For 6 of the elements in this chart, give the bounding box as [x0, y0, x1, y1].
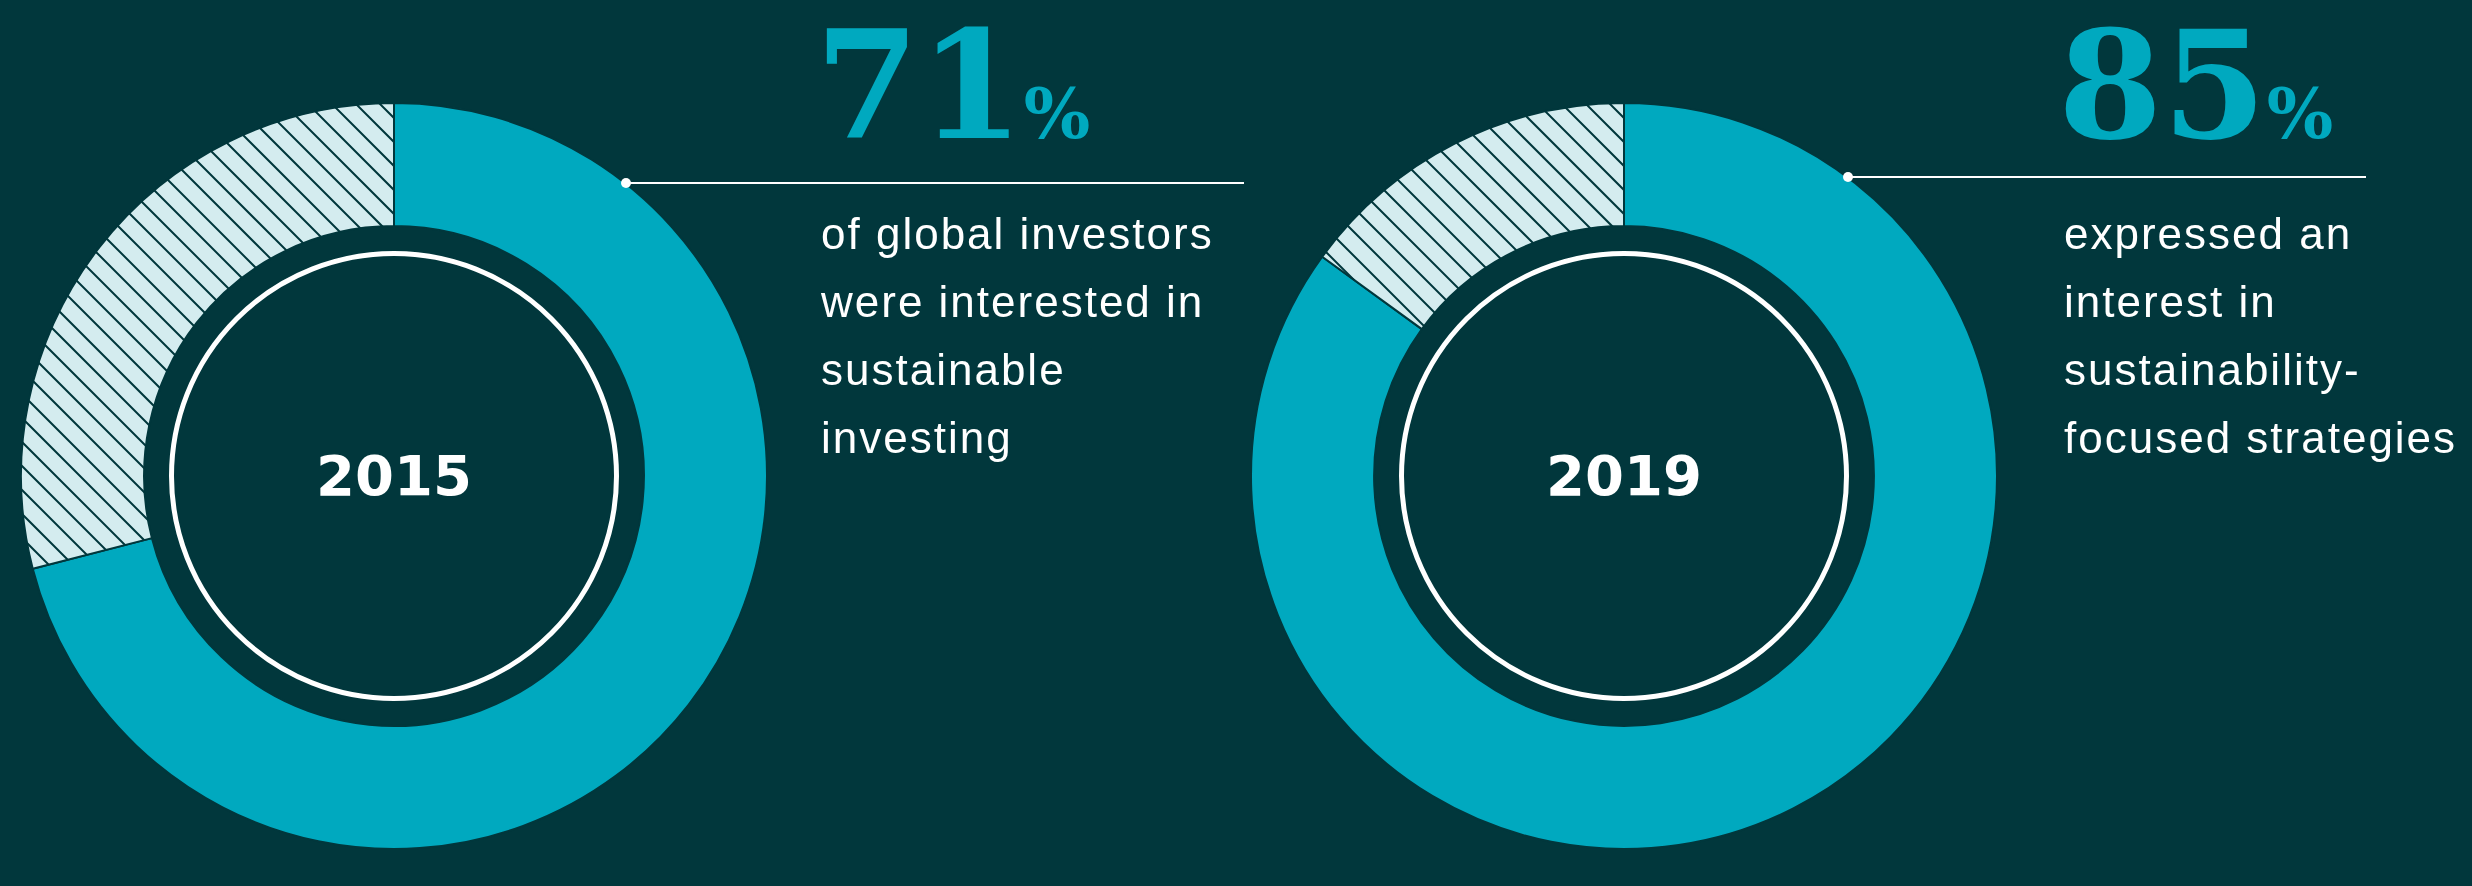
text: 2019 — [1545, 442, 1703, 510]
text: 85% — [2058, 0, 2334, 175]
text: 71% — [815, 0, 1091, 175]
text: expressed an interest in sustainability-focused strategies — [2064, 208, 2459, 464]
text: of global investors were interested in sustainable investing — [821, 208, 1215, 464]
text: 2015 — [315, 442, 473, 510]
